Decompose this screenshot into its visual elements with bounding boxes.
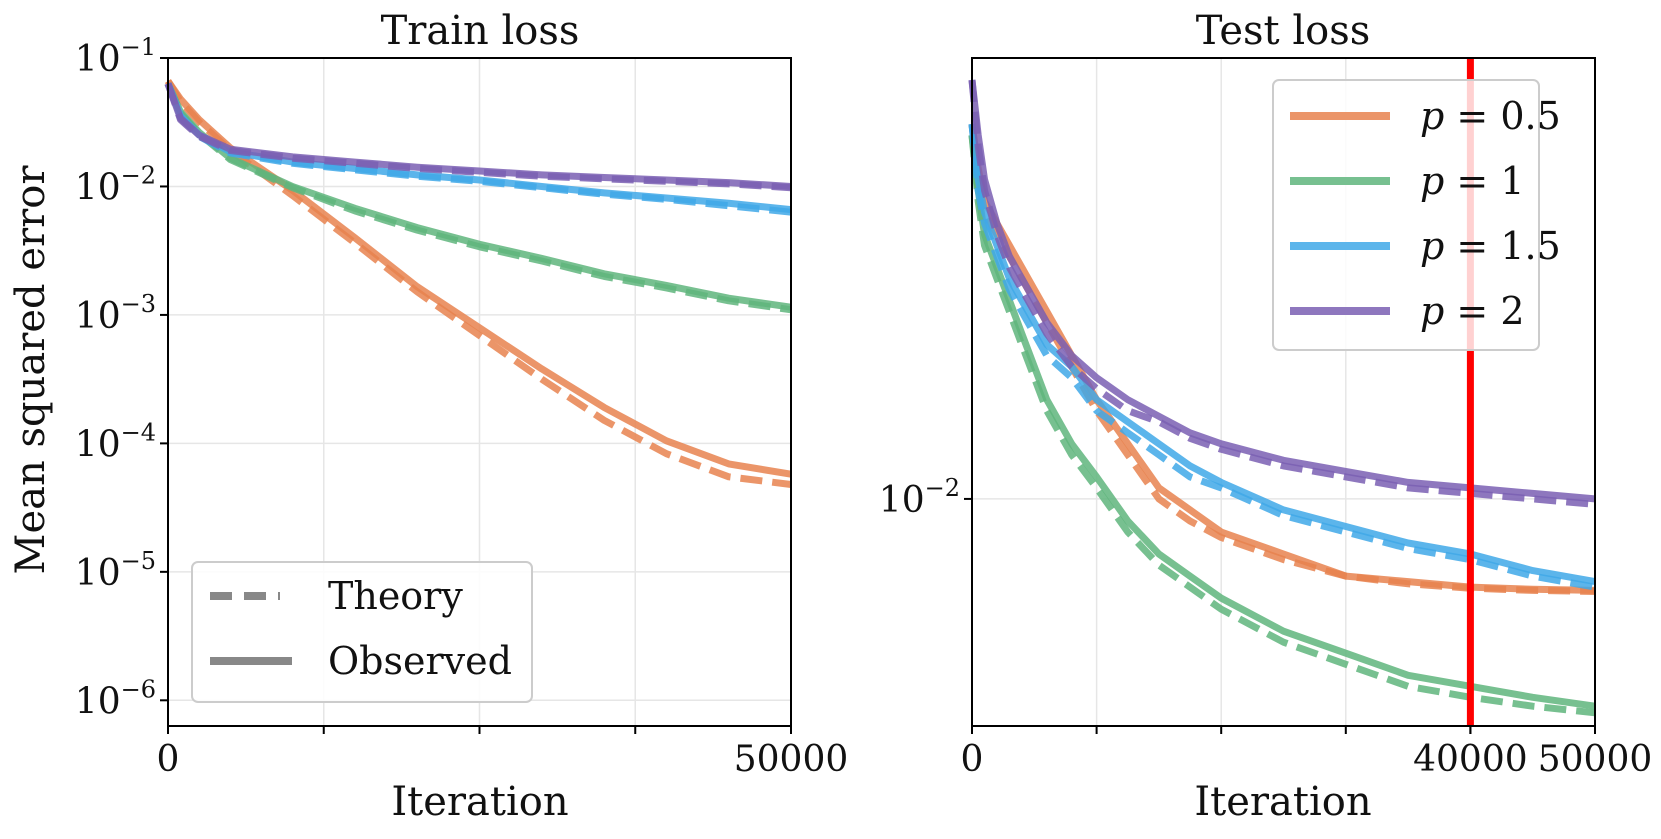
y-tick-label: 10−3 xyxy=(75,290,156,337)
series-line-p-2-observed xyxy=(968,79,1596,503)
x-tick-label: 40000 xyxy=(1413,739,1528,780)
test-loss-panel: Test loss p = 0.5 p = 1 p = 1.5 p = 2 0 4000… xyxy=(879,8,1652,825)
y-tick-label: 10−5 xyxy=(75,547,156,594)
test-legend: p = 0.5 p = 1 p = 1.5 p = 2 xyxy=(1272,79,1561,351)
test-loss-title: Test loss xyxy=(1196,8,1371,54)
y-tick-label: 10−1 xyxy=(75,33,156,80)
test-plot-frame xyxy=(971,57,1596,727)
y-tick-label: 10−2 xyxy=(75,161,156,208)
legend-theory-label: Theory xyxy=(328,574,463,618)
x-tick-label: 50000 xyxy=(1538,739,1653,780)
y-tick-label: 10−2 xyxy=(879,474,960,521)
legend-label: p = 0.5 xyxy=(1420,94,1561,138)
legend-label: p = 1 xyxy=(1420,159,1525,203)
train-ticks xyxy=(160,57,792,734)
series-line-p-0_5-theory xyxy=(165,79,792,488)
train-loss-title: Train loss xyxy=(381,8,580,54)
train-y-tick-labels: 10−1 10−2 10−3 10−4 10−5 10−6 xyxy=(75,33,156,722)
legend-label: p = 2 xyxy=(1420,289,1525,333)
train-x-tick-labels: 0 50000 xyxy=(157,739,849,780)
x-tick-label: 0 xyxy=(157,739,180,780)
legend-observed-label: Observed xyxy=(328,639,512,683)
y-tick-label: 10−6 xyxy=(75,675,156,722)
y-tick-label: 10−4 xyxy=(75,418,156,465)
x-tick-label: 50000 xyxy=(734,739,849,780)
test-legend-box xyxy=(1272,79,1540,351)
test-x-axis-label: Iteration xyxy=(1194,779,1371,825)
series-line-p-0_5-theory xyxy=(968,123,1596,595)
legend-label: p = 1.5 xyxy=(1420,224,1561,268)
train-loss-panel: Train loss 0 50000 10−110−210−310−410−510… xyxy=(75,8,848,825)
series-line-p-1-theory xyxy=(968,134,1596,717)
y-axis-label: Mean squared error xyxy=(8,165,54,575)
series-line-p-2-theory xyxy=(968,79,1596,508)
test-y-tick-labels: 10−2 xyxy=(879,474,960,521)
train-legend-box xyxy=(191,561,533,703)
train-x-axis-label: Iteration xyxy=(391,779,568,825)
series-line-p-2-observed xyxy=(164,82,792,190)
train-series xyxy=(164,79,792,488)
series-line-p-1-observed xyxy=(968,134,1596,710)
test-series xyxy=(968,79,1596,717)
test-x-tick-labels: 0 40000 50000 xyxy=(961,739,1653,780)
test-ticks xyxy=(964,497,1596,734)
train-legend: Theory Observed xyxy=(191,561,533,703)
x-tick-label: 0 xyxy=(961,739,984,780)
series-line-p-1_5-theory xyxy=(968,123,1596,591)
series-line-p-1-theory xyxy=(164,82,792,314)
series-line-p-1_5-observed xyxy=(968,123,1596,586)
